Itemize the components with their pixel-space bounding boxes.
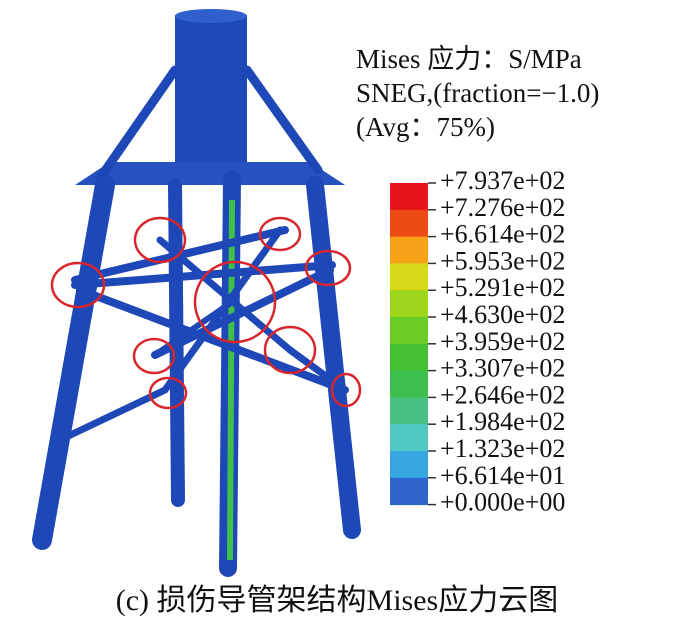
color-segment bbox=[390, 236, 428, 264]
legend-title: SNEG,(fraction=−1.0) bbox=[356, 78, 599, 108]
legend-label: +6.614e+02 bbox=[440, 220, 565, 249]
legend-label: +7.937e+02 bbox=[440, 166, 565, 195]
color-segment bbox=[390, 317, 428, 345]
color-segment bbox=[390, 370, 428, 398]
color-segment bbox=[390, 397, 428, 425]
legend-title: Mises 应力：S/MPa bbox=[356, 44, 582, 74]
legend: Mises 应力：S/MPa SNEG,(fraction=−1.0) (Avg：7… bbox=[356, 44, 599, 516]
legend-label: +1.984e+02 bbox=[440, 407, 565, 436]
color-segment bbox=[390, 290, 428, 318]
legend-label: +3.959e+02 bbox=[440, 327, 565, 356]
color-segment bbox=[390, 424, 428, 452]
legend-label: +0.000e+00 bbox=[440, 488, 565, 517]
color-segment bbox=[390, 263, 428, 291]
legend-label: +5.291e+02 bbox=[440, 273, 565, 302]
color-segment bbox=[390, 183, 428, 211]
legend-label: +6.614e+01 bbox=[440, 461, 565, 490]
legend-label: +3.307e+02 bbox=[440, 354, 565, 383]
jacket-structure bbox=[32, 9, 362, 577]
color-segment bbox=[390, 343, 428, 372]
legend-label: +1.323e+02 bbox=[440, 434, 565, 463]
legend-label: +2.646e+02 bbox=[440, 380, 565, 409]
legend-label: +5.953e+02 bbox=[440, 246, 565, 275]
color-segment bbox=[390, 451, 428, 479]
legend-label: +7.276e+02 bbox=[440, 193, 565, 222]
legend-label: +4.630e+02 bbox=[440, 300, 565, 329]
color-segment bbox=[390, 209, 428, 238]
caption: (c) 损伤导管架结构Mises应力云图 bbox=[116, 584, 558, 617]
legend-title: (Avg：75%) bbox=[356, 112, 495, 142]
color-segment bbox=[390, 477, 428, 506]
